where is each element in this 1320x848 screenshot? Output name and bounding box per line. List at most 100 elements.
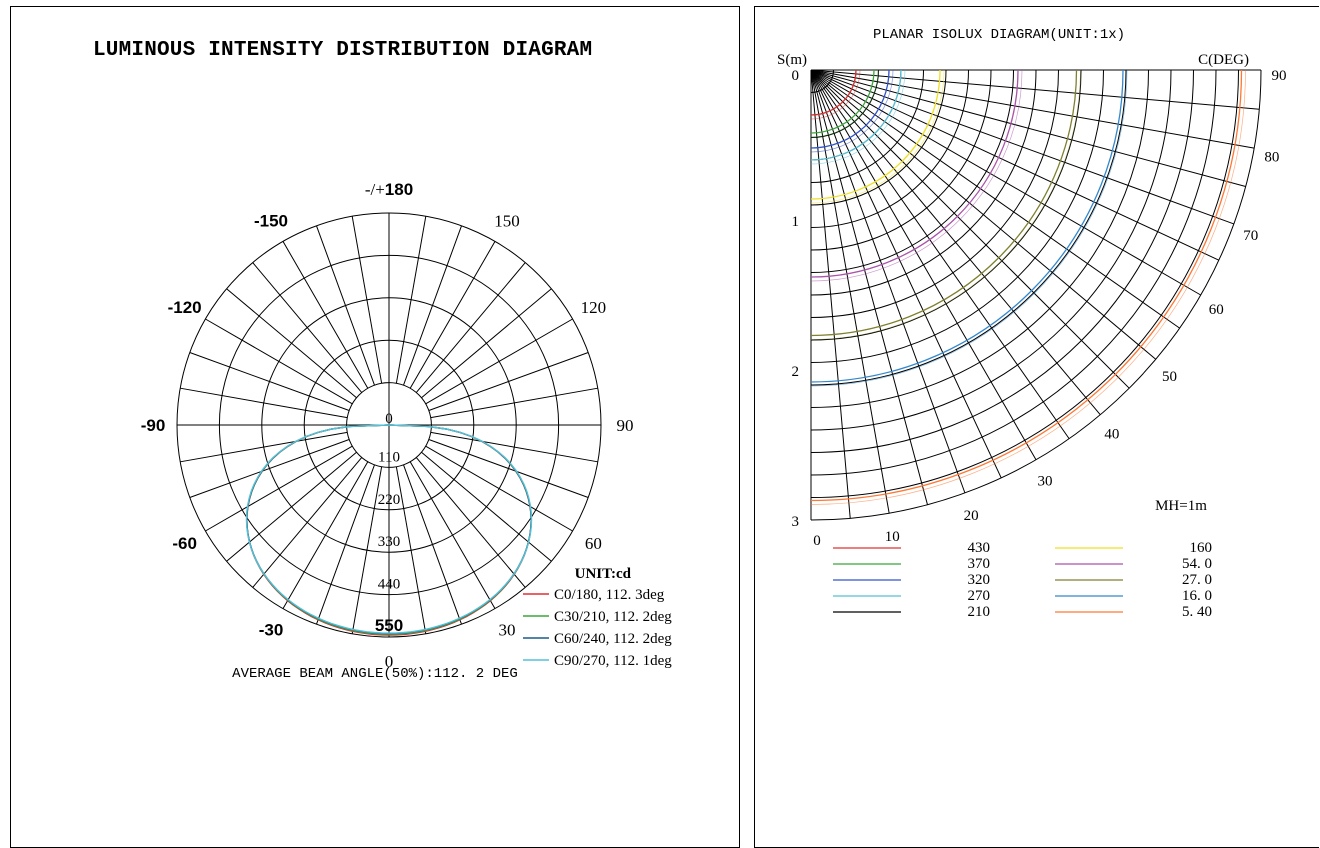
polar-angle-label: 150 — [494, 212, 520, 231]
isolux-legend-label: 5. 40 — [1182, 604, 1212, 620]
isolux-y-tick: 1 — [792, 214, 800, 230]
isolux-panel: PLANAR ISOLUX DIAGRAM(UNIT:1x) S(m) C(DEG… — [754, 6, 1319, 848]
isolux-grid-spoke — [810, 69, 890, 514]
isolux-mh-label: MH=1m — [1155, 498, 1207, 514]
polar-spoke — [395, 216, 427, 384]
legend-label: C0/180, 112. 3deg — [554, 587, 665, 603]
polar-spoke — [425, 318, 573, 405]
polar-radial-tick: 440 — [378, 577, 401, 593]
polar-spoke — [428, 439, 589, 498]
polar-spoke — [189, 439, 350, 498]
polar-spoke — [403, 464, 462, 625]
isolux-contour — [810, 69, 902, 161]
isolux-grid-spoke — [810, 69, 1246, 187]
isolux-y-tick: 3 — [792, 514, 800, 530]
polar-radial-tick: 110 — [378, 449, 400, 465]
polar-spoke — [421, 288, 552, 399]
polar-spoke — [226, 288, 357, 399]
isolux-contour — [810, 69, 1019, 278]
polar-spoke — [180, 387, 348, 419]
isolux-grid-spoke — [810, 69, 1235, 225]
polar-angle-label: -/+180 — [365, 180, 413, 199]
polar-radial-tick: 220 — [378, 492, 401, 508]
legend-label: C60/240, 112. 2deg — [554, 631, 672, 647]
polar-angle-label: 90 — [617, 416, 634, 435]
polar-spoke — [421, 451, 552, 562]
unit-label: UNIT:cd — [575, 566, 632, 582]
isolux-c-tick: 30 — [1038, 473, 1053, 489]
polar-spoke — [205, 318, 353, 405]
isolux-c-tick: 90 — [1272, 68, 1287, 84]
isolux-c-tick: 50 — [1162, 369, 1177, 385]
isolux-c-tick: 20 — [964, 508, 979, 524]
polar-angle-label: -120 — [168, 298, 202, 317]
isolux-contour-edge — [810, 69, 879, 138]
polar-spoke — [425, 445, 573, 532]
polar-spoke — [395, 466, 427, 634]
polar-series-curve — [245, 424, 533, 634]
isolux-legend-label: 370 — [968, 556, 991, 572]
isolux-contour-edge — [810, 69, 894, 153]
isolux-contour — [810, 69, 857, 116]
polar-radial-tick: 330 — [378, 534, 401, 550]
isolux-grid-spoke — [810, 69, 966, 494]
polar-spoke — [351, 216, 383, 384]
polar-spoke — [205, 445, 353, 532]
isolux-grid-spoke — [810, 69, 1101, 416]
isolux-legend-label: 54. 0 — [1182, 556, 1212, 572]
polar-spoke — [189, 352, 350, 411]
polar-spoke — [430, 431, 598, 463]
isolux-c-tick: 10 — [885, 529, 900, 545]
polar-angle-label-prefix: -/+ — [365, 180, 385, 199]
isolux-legend-label: 16. 0 — [1182, 588, 1212, 604]
polar-spoke — [430, 387, 598, 419]
isolux-c-tick: 70 — [1243, 228, 1258, 244]
isolux-grid-spoke — [810, 69, 1002, 479]
intensity-title: LUMINOUS INTENSITY DISTRIBUTION DIAGRAM — [93, 39, 593, 62]
polar-chart: -/+180 150 120 90 60 30 0 -30 -60 -90 -120 -150 0 110… — [141, 180, 673, 671]
isolux-grid-spoke — [810, 69, 1180, 329]
isolux-grid-spoke — [810, 69, 1157, 360]
polar-spoke — [351, 466, 383, 634]
isolux-legend-label: 430 — [968, 540, 991, 556]
isolux-y-tick: 0 — [792, 68, 800, 84]
polar-spoke — [282, 461, 369, 609]
isolux-contour — [810, 69, 1124, 383]
isolux-contour-edge — [810, 69, 1023, 282]
isolux-contour — [810, 69, 890, 149]
polar-spoke — [403, 225, 462, 386]
polar-spoke — [180, 431, 348, 463]
beam-angle-caption: AVERAGE BEAM ANGLE(50%):112. 2 DEG — [232, 666, 518, 682]
isolux-grid-spoke — [810, 69, 1037, 460]
isolux-contour-edge — [810, 69, 861, 120]
isolux-grid-spoke — [810, 69, 1255, 149]
isolux-c-tick: 40 — [1104, 427, 1119, 443]
polar-spoke — [282, 241, 369, 389]
polar-radial-tick: 550 — [375, 616, 403, 635]
isolux-grid-spoke — [810, 69, 1220, 261]
isolux-grid-spoke — [810, 69, 1201, 296]
polar-spoke — [415, 262, 526, 393]
isolux-contour — [810, 69, 1243, 502]
isolux-contour — [810, 69, 941, 200]
polar-angle-label: -90 — [141, 416, 166, 435]
polar-spoke — [316, 464, 375, 625]
polar-angle-label: 120 — [581, 298, 607, 317]
polar-spoke — [409, 241, 496, 389]
polar-spoke — [226, 451, 357, 562]
legend-label: C90/270, 112. 1deg — [554, 653, 672, 669]
isolux-y-tick: 2 — [792, 364, 800, 380]
polar-radial-tick: 0 — [385, 411, 393, 427]
isolux-c-tick: 60 — [1209, 302, 1224, 318]
polar-angle-label: 60 — [585, 534, 602, 553]
isolux-grid-spoke — [810, 69, 928, 505]
polar-spoke — [415, 457, 526, 588]
polar-spoke — [409, 461, 496, 609]
isolux-contour — [810, 69, 1078, 337]
isolux-y-axis-label: S(m) — [777, 52, 807, 68]
isolux-legend-label: 160 — [1190, 540, 1213, 556]
legend-label: C30/210, 112. 2deg — [554, 609, 672, 625]
polar-spoke — [316, 225, 375, 386]
polar-spoke — [252, 457, 363, 588]
